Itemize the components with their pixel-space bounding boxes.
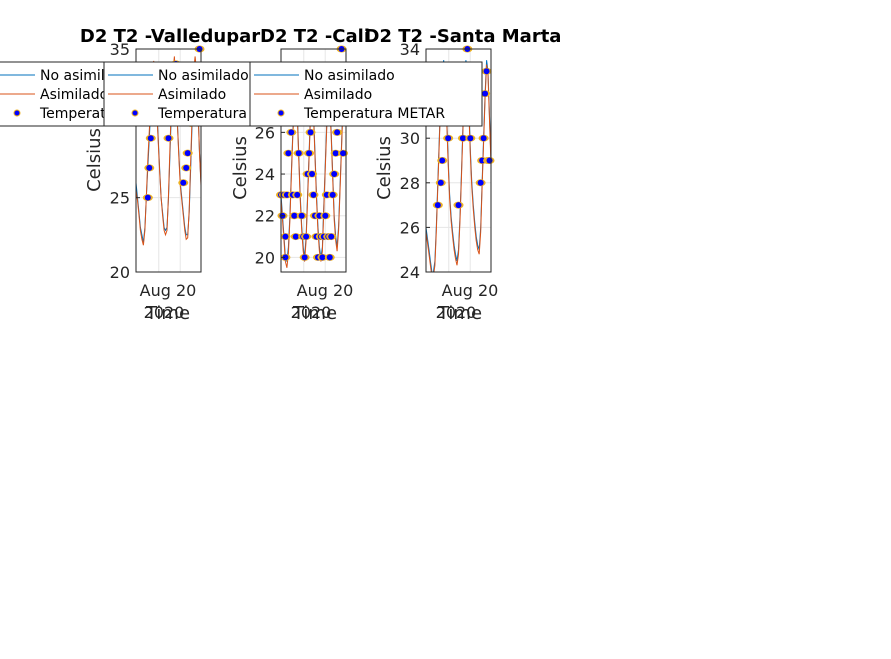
- chart-title: D2 T2 -Santa Marta: [365, 26, 562, 47]
- metar-point-12: [467, 135, 474, 142]
- metar-point-0: [434, 202, 441, 209]
- y-axis-label: Celsius: [84, 128, 105, 192]
- metar-point-1: [146, 164, 153, 171]
- y-tick-label-1: 22: [255, 207, 275, 226]
- metar-point-13: [184, 150, 191, 157]
- y-tick-label-2: 24: [255, 165, 275, 184]
- chart-title: D2 T2 -Valledupar: [80, 26, 260, 47]
- metar-point-43: [340, 150, 347, 157]
- legend-label-1: No asimilado: [158, 68, 249, 84]
- legend-3: No asimilado Asimilado Temperatura METAR: [249, 61, 483, 127]
- y-tick-label-0: 20: [255, 248, 275, 267]
- metar-point-12: [294, 191, 301, 198]
- legend-label-2: Asimilado: [158, 87, 226, 103]
- y-tick-label-1: 25: [110, 189, 130, 208]
- metar-point-2: [147, 135, 154, 142]
- metar-point-18: [482, 90, 489, 97]
- metar-point-0: [144, 194, 151, 201]
- metar-point-15: [298, 212, 305, 219]
- legend-label-2: Asimilado: [40, 87, 108, 103]
- metar-point-8: [455, 202, 462, 209]
- metar-point-17: [301, 254, 308, 261]
- metar-point-35: [328, 233, 335, 240]
- metar-point-11: [180, 179, 187, 186]
- metar-point-29: [319, 254, 326, 261]
- y-tick-label-0: 24: [400, 263, 420, 282]
- metar-point-2: [439, 157, 446, 164]
- metar-point-20: [306, 150, 313, 157]
- metar-point-31: [322, 212, 329, 219]
- y-axis-label: Celsius: [374, 136, 395, 200]
- y-tick-label-3: 30: [400, 129, 420, 148]
- legend-marker-3: [277, 109, 285, 117]
- metar-point-38: [332, 150, 339, 157]
- metar-point-36: [329, 191, 336, 198]
- x-tick-label: Aug 20: [140, 281, 197, 300]
- legend-marker-3: [131, 109, 139, 117]
- metar-point-19: [483, 68, 490, 75]
- y-tick-label-2: 28: [400, 174, 420, 193]
- y-axis-label: Celsius: [230, 136, 251, 200]
- series-group: [136, 56, 201, 246]
- y-tick-label-0: 20: [110, 263, 130, 282]
- y-tick-label-4: 34: [400, 40, 420, 59]
- chart-title: D2 T2 -Cali: [260, 26, 370, 47]
- metar-point-21: [486, 157, 493, 164]
- x-tick-year: 2020: [144, 303, 185, 322]
- metar-point-12: [183, 164, 190, 171]
- metar-point-23: [310, 191, 317, 198]
- metar-point-21: [307, 129, 314, 136]
- axes-box: [425, 48, 492, 273]
- y-tick-label-2: 35: [110, 40, 130, 59]
- x-tick-label: Aug 20: [297, 281, 354, 300]
- x-axis-label: Time: [437, 303, 482, 324]
- legend-label-3: Temperatura METAR: [303, 106, 445, 122]
- metar-point-3: [282, 233, 289, 240]
- metar-point-11: [292, 233, 299, 240]
- legend-label-1: No asimilado: [304, 68, 395, 84]
- y-tick-label-1: 26: [400, 218, 420, 237]
- y-tick-label-3: 26: [255, 123, 275, 142]
- series-line-2: [426, 64, 491, 272]
- metar-point-6: [285, 150, 292, 157]
- metar-point-6: [445, 135, 452, 142]
- legend-marker-3: [13, 109, 21, 117]
- metar-point-9: [459, 135, 466, 142]
- metar-point-1: [437, 179, 444, 186]
- metar-point-39: [334, 129, 341, 136]
- x-tick-year: 2020: [436, 303, 477, 322]
- x-tick-label: Aug 20: [442, 281, 499, 300]
- x-axis-label: Time: [145, 303, 190, 324]
- metar-point-34: [326, 254, 333, 261]
- series-line-2: [136, 56, 201, 246]
- metar-point-4: [282, 254, 289, 261]
- metar-point-18: [303, 233, 310, 240]
- legend-label-2: Asimilado: [304, 87, 372, 103]
- metar-point-17: [480, 135, 487, 142]
- metar-point-22: [309, 171, 316, 178]
- metar-point-7: [165, 135, 172, 142]
- metar-point-15: [477, 179, 484, 186]
- metar-point-10: [291, 212, 298, 219]
- axes-box: [280, 48, 347, 273]
- metar-point-37: [331, 171, 338, 178]
- axes-box: [135, 48, 202, 273]
- series-group: [426, 60, 491, 272]
- metar-point-13: [295, 150, 302, 157]
- x-axis-label: Time: [292, 303, 337, 324]
- x-tick-year: 2020: [291, 303, 332, 322]
- metar-point-8: [288, 129, 295, 136]
